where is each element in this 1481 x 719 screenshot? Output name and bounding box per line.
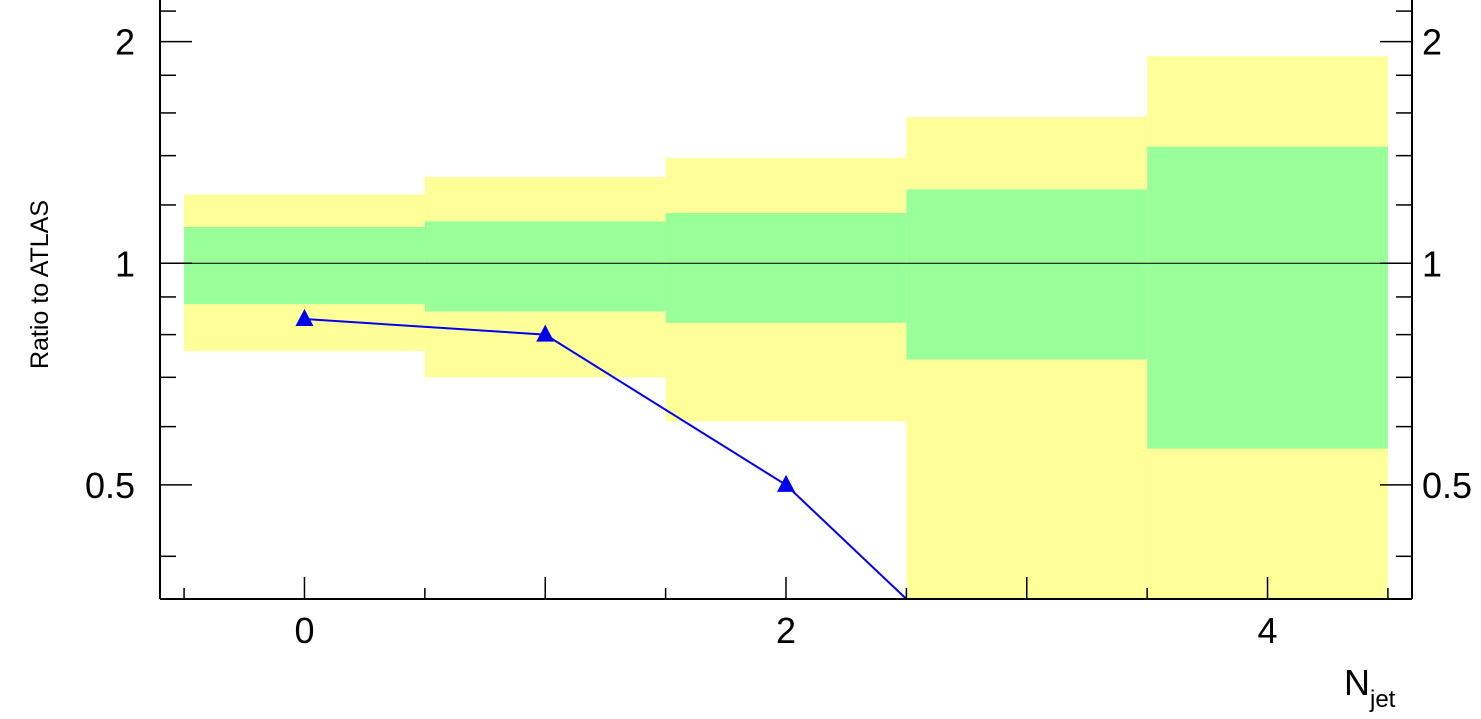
y-tick-label-right: 0.5 <box>1422 465 1472 506</box>
green-band-bin-0 <box>184 227 425 305</box>
y-tick-label-right: 1 <box>1422 243 1442 284</box>
x-axis-title-subscript: jet <box>1369 686 1396 713</box>
green-band-bin-1 <box>424 221 666 312</box>
tick-labels: 0 2 4 0.5 0.5 1 1 2 2 <box>85 22 1472 651</box>
green-band-bin-2 <box>665 213 907 323</box>
x-tick-label: 4 <box>1258 610 1278 651</box>
green-band-bin-3 <box>906 189 1148 360</box>
series-marker-0-0 <box>295 309 314 327</box>
x-axis-title-main: N <box>1344 662 1370 703</box>
series-layer <box>295 309 908 600</box>
y-axis-title: Ratio to ATLAS <box>26 200 54 369</box>
series-line-0 <box>304 318 908 600</box>
uncertainty-bands <box>184 56 1388 600</box>
green-band-bin-4 <box>1147 146 1388 449</box>
x-tick-label: 2 <box>776 610 796 651</box>
series-marker-0-1 <box>536 324 555 342</box>
y-tick-label-left: 0.5 <box>85 465 135 506</box>
series-marker-0-2 <box>777 474 795 492</box>
y-tick-label-left: 2 <box>115 22 135 63</box>
y-tick-label-right: 2 <box>1422 22 1442 63</box>
x-tick-label: 0 <box>294 610 314 651</box>
x-axis-title: Njet <box>1344 662 1396 713</box>
y-tick-label-left: 1 <box>115 243 135 284</box>
tick-marks <box>160 10 1412 599</box>
